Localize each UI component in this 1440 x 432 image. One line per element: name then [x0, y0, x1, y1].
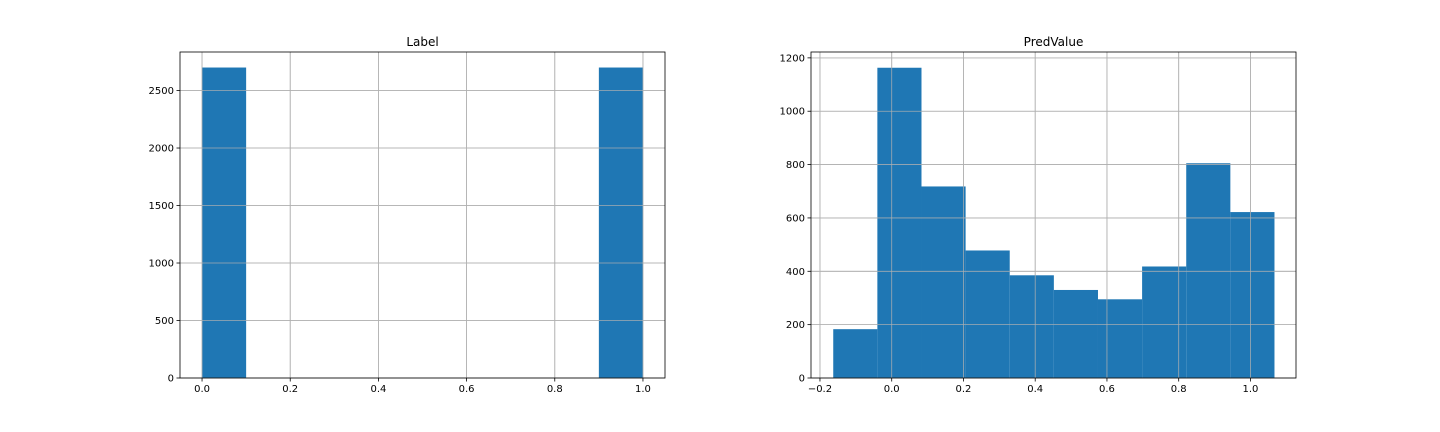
y-tick-label: 0 [799, 374, 805, 385]
y-tick-label: 1000 [149, 259, 174, 270]
x-tick-label: 1.0 [635, 384, 651, 395]
axes-frame [179, 51, 666, 379]
histogram-bar [833, 329, 878, 378]
histogram-bar [1053, 289, 1098, 378]
y-tick-label: 400 [786, 267, 805, 278]
y-tick-label: 1000 [780, 107, 805, 118]
y-tick-label: 1500 [149, 201, 174, 212]
histogram-bar [1097, 299, 1143, 378]
x-tick-label: 0.4 [370, 384, 386, 395]
y-tick-label: 800 [786, 160, 805, 171]
y-tick-label: 2000 [149, 144, 174, 155]
y-tick-label: 600 [786, 213, 805, 224]
x-tick-label: −0.2 [808, 384, 832, 395]
x-tick-label: 0.2 [956, 384, 972, 395]
chart-title: Label [406, 35, 438, 49]
axes-frame [810, 51, 1297, 379]
histogram-bar [921, 186, 966, 378]
x-tick-label: 0.2 [282, 384, 298, 395]
y-tick-label: 1200 [780, 53, 805, 64]
y-tick-label: 0 [168, 374, 174, 385]
histogram-bar [1230, 212, 1275, 378]
y-tick-label: 500 [155, 316, 174, 327]
x-tick-label: 0.0 [194, 384, 210, 395]
histogram-bar [965, 250, 1010, 378]
y-tick-label: 2500 [149, 86, 174, 97]
histogram-bar [877, 67, 922, 378]
predvalue-histogram-panel: −0.2 0.0 0.2 0.4 0.6 0.8 1.0 0 200 400 600 800 1000 1… [780, 35, 1297, 395]
label-histogram-panel: 0.0 0.2 0.4 0.6 0.8 1.0 0 500 1000 1500 2000 2500 La… [149, 35, 666, 395]
histogram-bar [1186, 163, 1231, 378]
x-tick-label: 0.0 [884, 384, 900, 395]
histogram-bar [1009, 275, 1054, 378]
x-tick-label: 0.8 [1171, 384, 1187, 395]
y-tick-label: 200 [786, 320, 805, 331]
x-tick-label: 0.6 [1099, 384, 1115, 395]
x-tick-label: 1.0 [1242, 384, 1258, 395]
histogram-bar [598, 67, 643, 379]
chart-title: PredValue [1024, 35, 1084, 49]
x-tick-label: 0.4 [1027, 384, 1043, 395]
x-tick-label: 0.6 [459, 384, 475, 395]
x-tick-label: 0.8 [547, 384, 563, 395]
histogram-bar [1142, 266, 1187, 378]
histogram-bar [202, 67, 247, 379]
